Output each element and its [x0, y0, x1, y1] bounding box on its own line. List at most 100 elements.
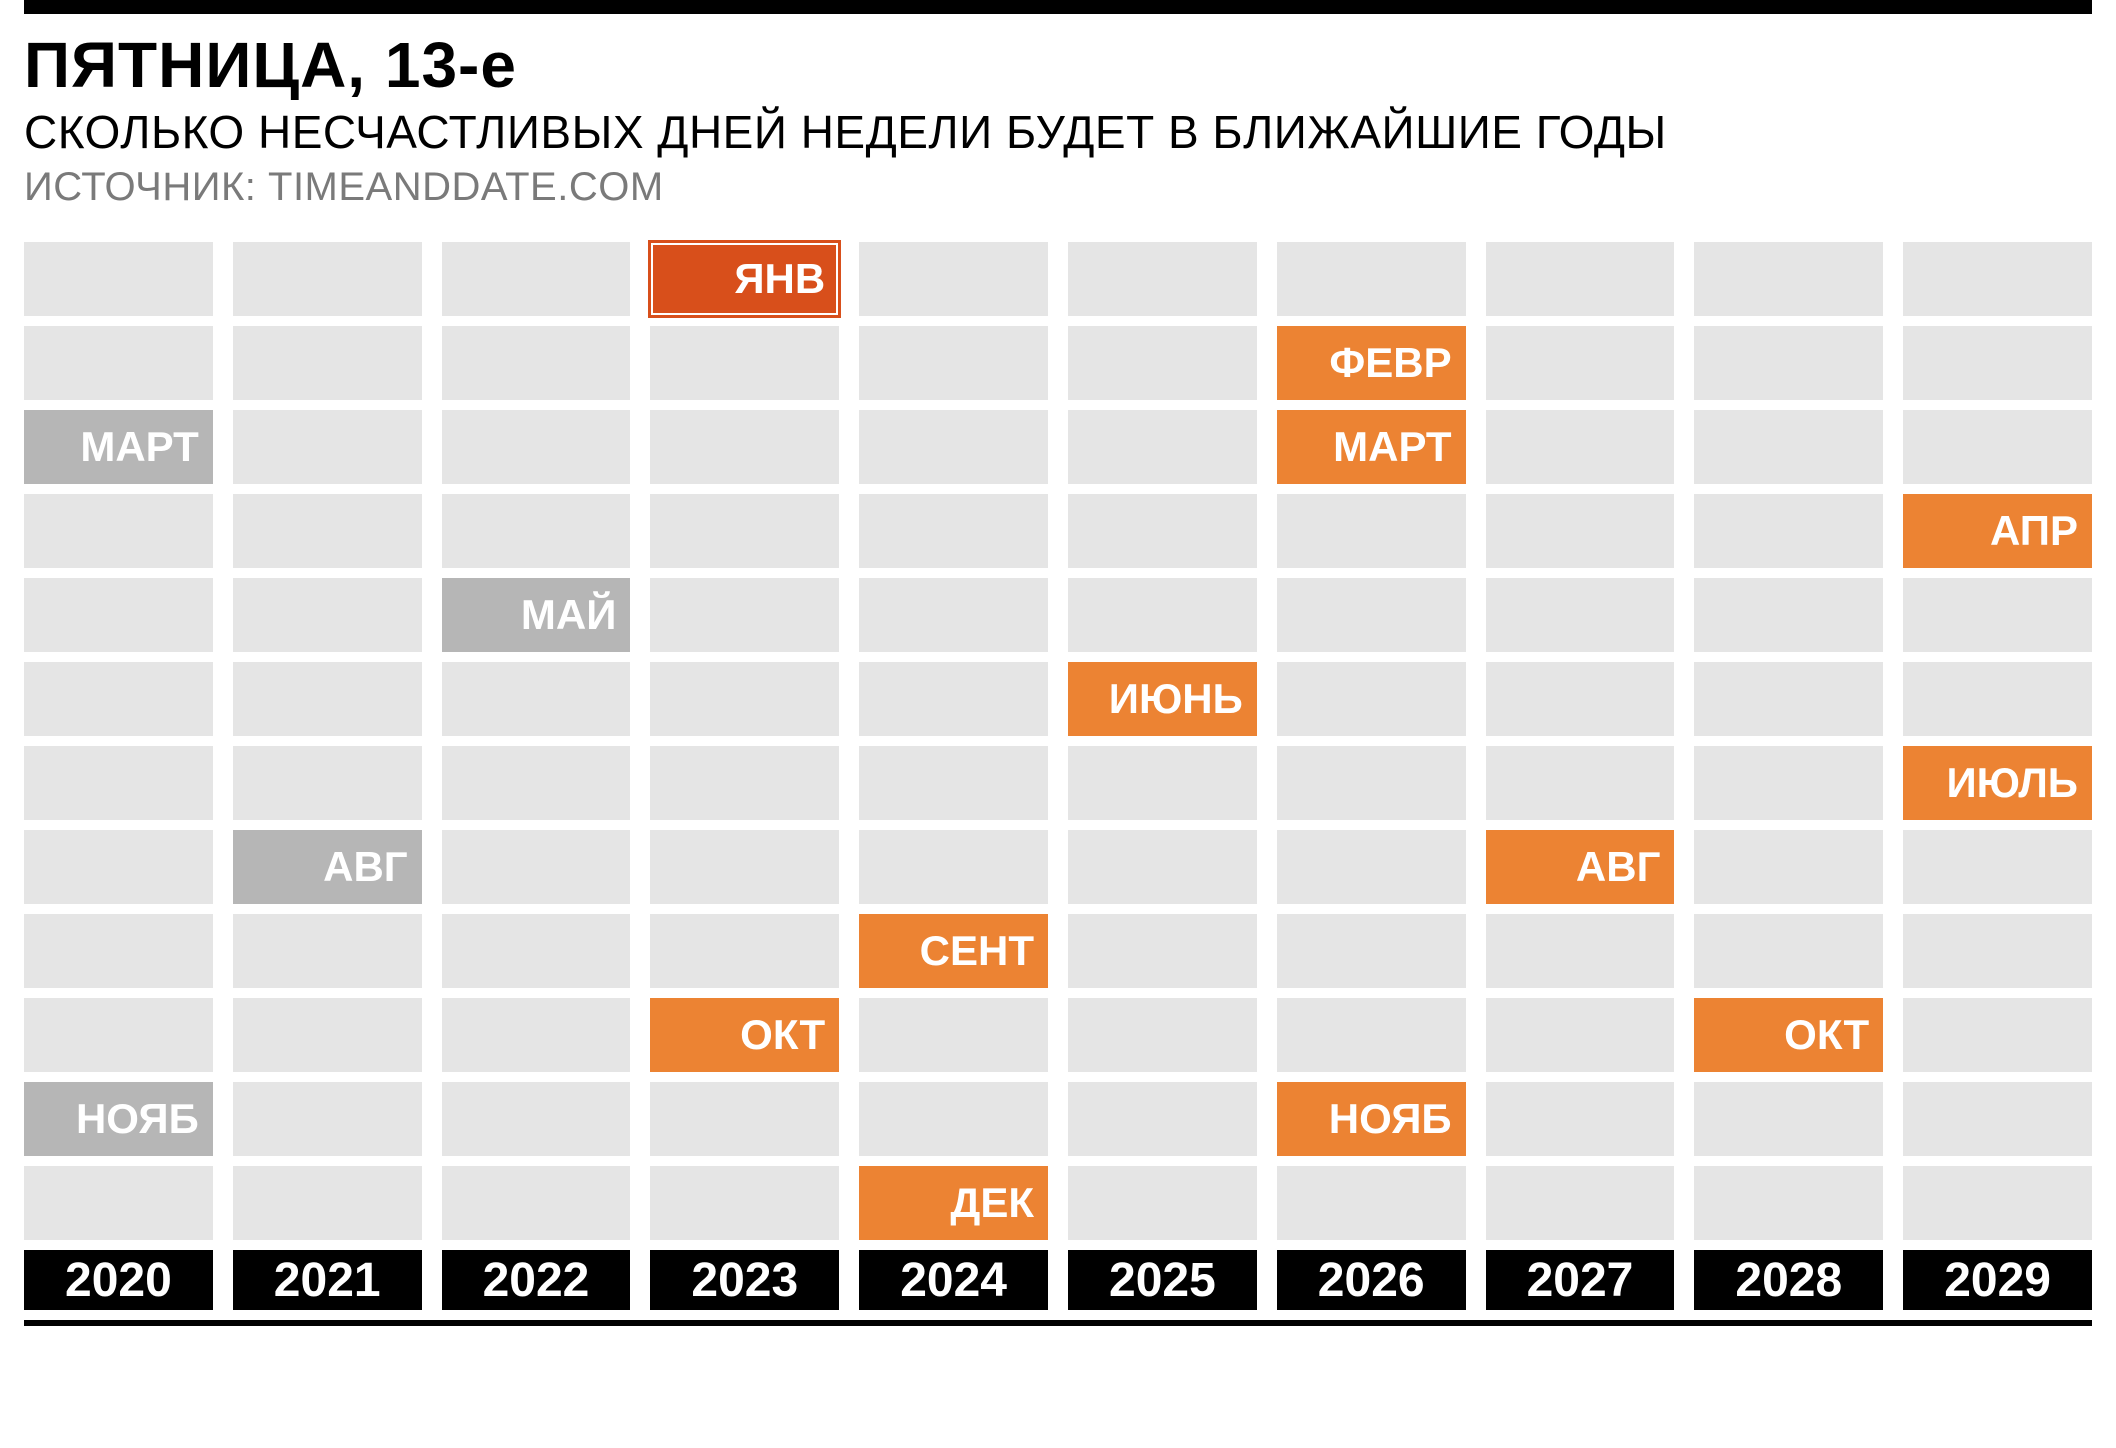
calendar-cell	[1068, 326, 1257, 400]
calendar-cell	[1903, 998, 2092, 1072]
calendar-cell	[24, 242, 213, 316]
month-label: МАРТ	[80, 423, 198, 471]
calendar-cell-marked: НОЯБ	[1277, 1082, 1466, 1156]
calendar-cell	[1068, 830, 1257, 904]
calendar-cell	[1486, 1082, 1675, 1156]
month-label: ОКТ	[740, 1011, 825, 1059]
calendar-cell	[24, 494, 213, 568]
calendar-cell	[1694, 1166, 1883, 1240]
calendar-cell	[442, 242, 631, 316]
calendar-cell	[859, 578, 1048, 652]
year-label: 2023	[650, 1250, 839, 1310]
calendar-cell	[650, 830, 839, 904]
calendar-cell	[1277, 242, 1466, 316]
calendar-cell	[233, 578, 422, 652]
calendar-cell	[1694, 662, 1883, 736]
calendar-cell	[233, 662, 422, 736]
calendar-cell	[442, 326, 631, 400]
month-label: ИЮНЬ	[1109, 675, 1243, 723]
calendar-cell	[1694, 578, 1883, 652]
year-label: 2027	[1486, 1250, 1675, 1310]
year-label: 2025	[1068, 1250, 1257, 1310]
calendar-cell	[650, 1166, 839, 1240]
calendar-cell	[650, 1082, 839, 1156]
calendar-cell	[1277, 830, 1466, 904]
year-label: 2028	[1694, 1250, 1883, 1310]
calendar-cell	[1068, 746, 1257, 820]
calendar-cell	[1694, 410, 1883, 484]
calendar-cell	[233, 242, 422, 316]
calendar-cell	[1277, 662, 1466, 736]
calendar-cell	[1694, 914, 1883, 988]
month-label: МАЙ	[521, 591, 617, 639]
calendar-cell	[1486, 494, 1675, 568]
calendar-cell	[1068, 1082, 1257, 1156]
calendar-grid: ЯНВФЕВРМАРТМАРТАПРМАЙИЮНЬИЮЛЬАВГАВГСЕНТО…	[24, 242, 2092, 1240]
calendar-cell	[442, 410, 631, 484]
year-label: 2024	[859, 1250, 1048, 1310]
calendar-cell	[1277, 914, 1466, 988]
calendar-cell	[650, 578, 839, 652]
calendar-cell	[442, 746, 631, 820]
bottom-rule	[24, 1320, 2092, 1326]
top-rule	[24, 0, 2092, 14]
year-label: 2020	[24, 1250, 213, 1310]
calendar-cell	[1694, 1082, 1883, 1156]
calendar-cell	[1068, 998, 1257, 1072]
calendar-cell-marked: ДЕК	[859, 1166, 1048, 1240]
calendar-cell	[1486, 998, 1675, 1072]
infographic-frame: ПЯТНИЦА, 13-е СКОЛЬКО НЕСЧАСТЛИВЫХ ДНЕЙ …	[0, 0, 2116, 1326]
calendar-cell	[233, 326, 422, 400]
year-label: 2022	[442, 1250, 631, 1310]
calendar-cell	[1903, 326, 2092, 400]
calendar-cell	[24, 746, 213, 820]
month-label: ДЕК	[950, 1179, 1034, 1227]
month-label: ЯНВ	[734, 255, 825, 303]
calendar-cell	[1277, 998, 1466, 1072]
month-label: ФЕВР	[1329, 339, 1451, 387]
calendar-cell	[442, 998, 631, 1072]
calendar-cell-marked: МАРТ	[1277, 410, 1466, 484]
calendar-cell	[442, 914, 631, 988]
calendar-cell	[859, 1082, 1048, 1156]
calendar-cell	[1486, 410, 1675, 484]
calendar-cell-marked: СЕНТ	[859, 914, 1048, 988]
calendar-cell	[1068, 410, 1257, 484]
calendar-cell-marked: ОКТ	[650, 998, 839, 1072]
month-label: НОЯБ	[1329, 1095, 1452, 1143]
calendar-cell	[859, 662, 1048, 736]
calendar-cell	[24, 1166, 213, 1240]
calendar-cell	[859, 410, 1048, 484]
calendar-cell-marked: ЯНВ	[650, 242, 839, 316]
calendar-cell	[442, 830, 631, 904]
year-axis: 2020202120222023202420252026202720282029	[24, 1250, 2092, 1310]
calendar-cell	[1903, 1166, 2092, 1240]
calendar-cell	[233, 1166, 422, 1240]
calendar-cell	[1277, 746, 1466, 820]
calendar-cell	[24, 998, 213, 1072]
calendar-cell	[1903, 830, 2092, 904]
calendar-cell	[1903, 662, 2092, 736]
calendar-cell	[859, 998, 1048, 1072]
calendar-cell	[1277, 578, 1466, 652]
calendar-cell	[24, 326, 213, 400]
calendar-cell	[650, 914, 839, 988]
calendar-cell	[1694, 494, 1883, 568]
calendar-cell	[1694, 326, 1883, 400]
calendar-cell	[1068, 578, 1257, 652]
calendar-cell	[1694, 830, 1883, 904]
calendar-cell	[24, 914, 213, 988]
month-label: АВГ	[1576, 843, 1660, 891]
month-label: СЕНТ	[920, 927, 1034, 975]
calendar-cell	[1068, 242, 1257, 316]
calendar-cell	[1903, 410, 2092, 484]
calendar-cell	[1486, 746, 1675, 820]
month-label: ОКТ	[1784, 1011, 1869, 1059]
calendar-cell-marked: ФЕВР	[1277, 326, 1466, 400]
page-title: ПЯТНИЦА, 13-е	[24, 32, 2092, 99]
calendar-cell	[1903, 242, 2092, 316]
calendar-cell	[1694, 242, 1883, 316]
calendar-cell	[233, 494, 422, 568]
calendar-cell	[650, 662, 839, 736]
calendar-cell	[1486, 578, 1675, 652]
